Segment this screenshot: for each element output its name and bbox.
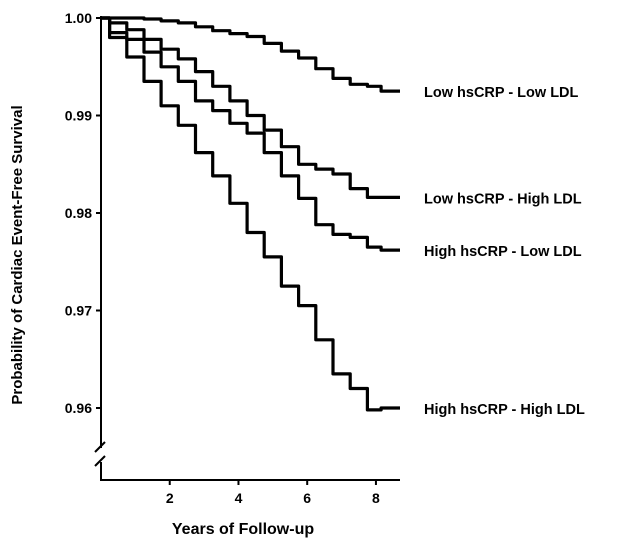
series-line-1: [101, 16, 400, 93]
y-tick-label: 0.96: [65, 400, 92, 416]
axis-break-mark: [94, 455, 106, 467]
series-label-4: High hsCRP - High LDL: [424, 402, 585, 418]
x-tick-label: 8: [372, 490, 380, 506]
series-line-2: [101, 16, 400, 199]
y-axis-label: Probability of Cardiac Event-Free Surviv…: [9, 105, 26, 404]
series-label-2: Low hsCRP - High LDL: [424, 191, 582, 207]
series-line-4: [101, 16, 400, 412]
series-line-3: [101, 16, 400, 252]
x-tick-label: 6: [303, 490, 311, 506]
x-tick-label: 4: [235, 490, 243, 506]
axes-layer: [94, 16, 400, 485]
y-tick-label: 0.97: [65, 303, 92, 319]
series-label-1: Low hsCRP - Low LDL: [424, 85, 579, 101]
x-axis-label: Years of Follow-up: [172, 521, 314, 538]
series-layer: [101, 16, 400, 412]
x-tick-label: 2: [166, 490, 174, 506]
y-tick-label: 0.98: [65, 205, 92, 221]
series-label-3: High hsCRP - Low LDL: [424, 244, 582, 260]
y-tick-label: 1.00: [65, 10, 92, 26]
y-tick-label: 0.99: [65, 108, 92, 124]
axis-break-mark: [94, 441, 106, 453]
labels-layer: 0.96 0.97 0.98 0.99 1.00 2 4 6 8 Years of Follow-…: [9, 10, 585, 538]
